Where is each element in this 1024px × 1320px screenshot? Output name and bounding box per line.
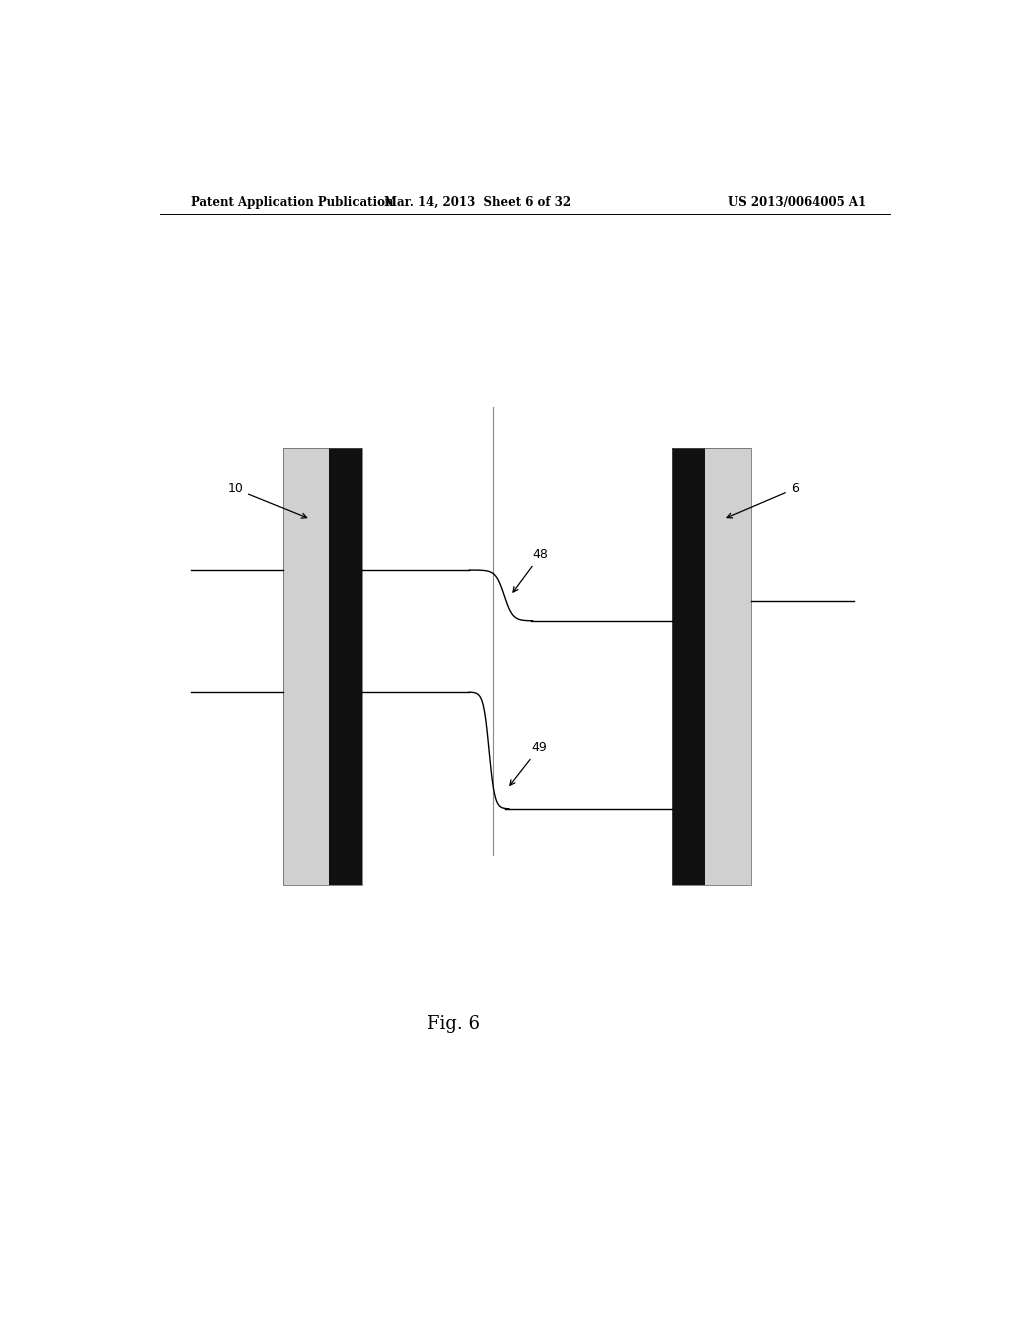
Bar (672, 447, 705, 886)
Text: 6: 6 (727, 482, 799, 517)
Text: Fig. 6: Fig. 6 (427, 1015, 480, 1034)
Text: 10: 10 (227, 482, 306, 519)
Bar (283, 447, 329, 886)
Text: 49: 49 (510, 742, 547, 785)
Bar (283, 447, 362, 886)
Text: US 2013/0064005 A1: US 2013/0064005 A1 (728, 195, 866, 209)
Text: Mar. 14, 2013  Sheet 6 of 32: Mar. 14, 2013 Sheet 6 of 32 (384, 195, 570, 209)
Text: 48: 48 (513, 548, 549, 593)
Bar (329, 447, 362, 886)
Text: Patent Application Publication: Patent Application Publication (191, 195, 394, 209)
Bar (705, 447, 751, 886)
Bar (672, 447, 751, 886)
